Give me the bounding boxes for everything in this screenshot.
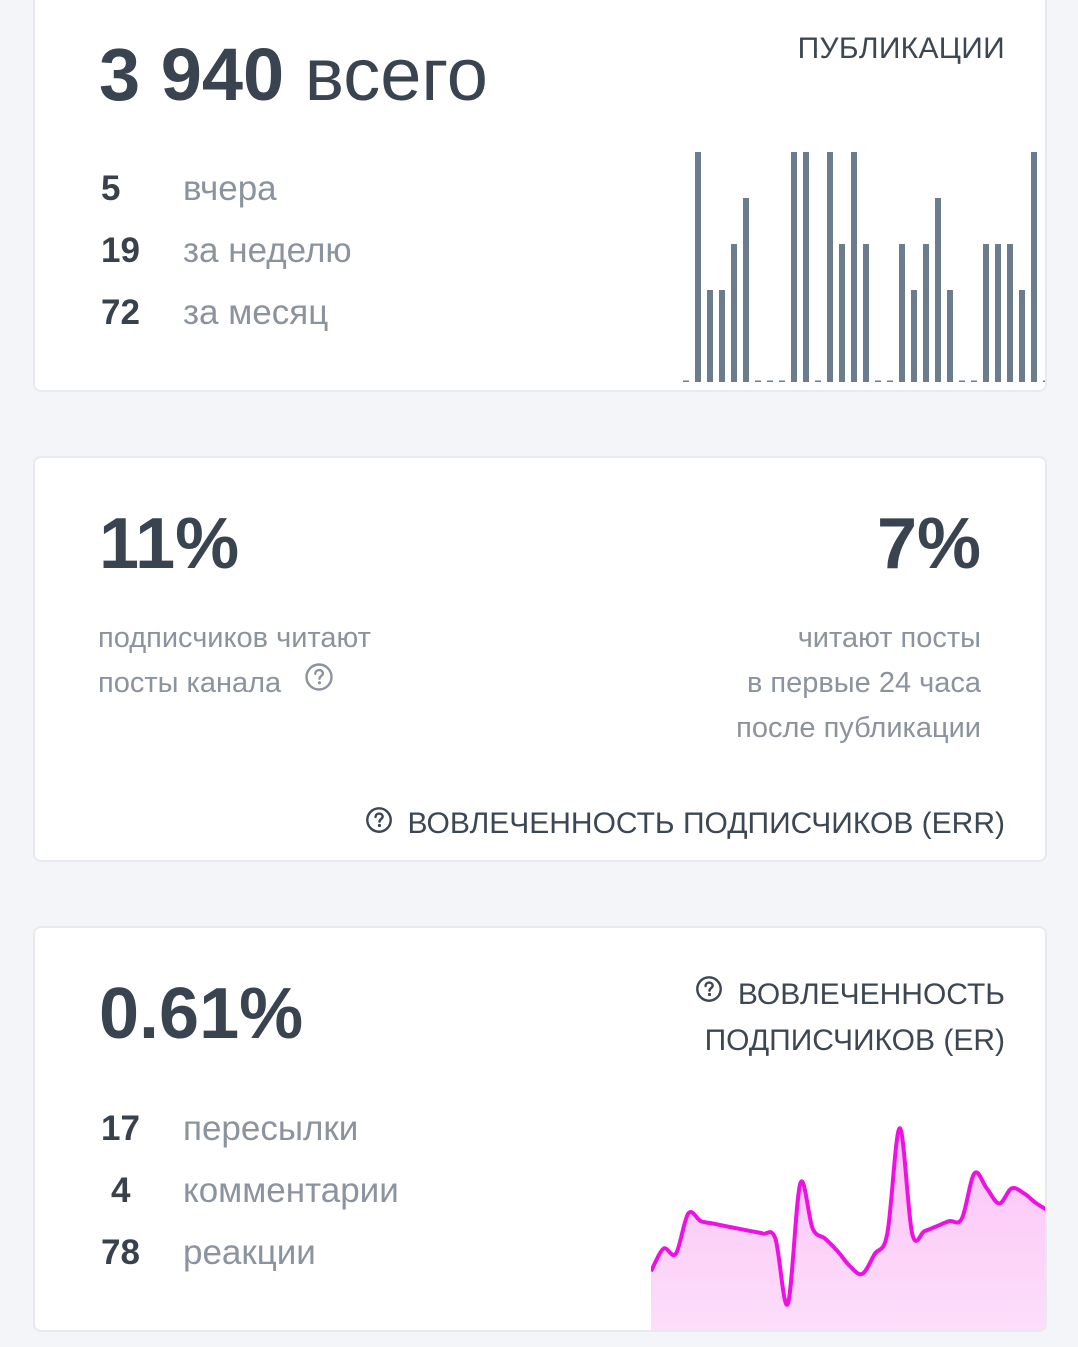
publication-bar [899, 244, 905, 382]
publication-bar [983, 244, 989, 382]
stat-label: пересылки [183, 1109, 359, 1148]
publications-total: 3 940 всего [99, 38, 488, 112]
stat-label: за неделю [183, 231, 352, 270]
publication-bar [827, 152, 833, 382]
err-right-caption-line-2: в первые 24 часа [746, 667, 981, 699]
err-left-caption-line-1: подписчиков читают [98, 622, 371, 654]
publication-bar [755, 380, 761, 382]
stat-row-reactions: 78 реакции [101, 1222, 399, 1284]
stat-num: 72 [101, 293, 140, 332]
question-circle-icon[interactable] [364, 805, 394, 843]
stat-num: 78 [101, 1233, 140, 1272]
publication-bar [743, 198, 749, 382]
stat-label: комментарии [183, 1171, 399, 1210]
publication-bar [863, 244, 869, 382]
er-value: 0.61% [99, 974, 304, 1054]
publication-bar [779, 380, 785, 382]
stat-label: вчера [183, 169, 277, 208]
publication-bar [683, 380, 689, 382]
publication-bar [791, 152, 797, 382]
stat-num: 5 [101, 169, 121, 208]
publication-bar [935, 198, 941, 382]
er-card: 0.61% ВОВЛЕЧЕННОСТЬ ПОДПИСЧИКОВ (ER) 17 … [33, 926, 1047, 1332]
stat-num: 19 [101, 231, 140, 270]
publications-card: 3 940 всего ПУБЛИКАЦИИ 5 вчера 19 за нед… [33, 0, 1047, 392]
publication-bar [1019, 290, 1025, 382]
er-area-fill [651, 1128, 1045, 1330]
publication-bar [995, 244, 1001, 382]
publication-bar [887, 380, 893, 382]
stat-label: за месяц [183, 293, 329, 332]
publications-total-unit: всего [304, 33, 488, 116]
publication-bar [719, 290, 725, 382]
publication-bar [851, 152, 857, 382]
er-title-line-1-text: ВОВЛЕЧЕННОСТЬ [737, 978, 1005, 1011]
publications-total-value: 3 940 [99, 33, 285, 116]
er-title-line-1: ВОВЛЕЧЕННОСТЬ [694, 972, 1005, 1018]
err-left-value: 11% [99, 504, 240, 584]
stat-label: реакции [183, 1233, 316, 1272]
publication-bar [875, 380, 881, 382]
err-right-caption: читают посты в первые 24 часа после публ… [736, 616, 981, 751]
publication-bar [947, 290, 953, 382]
publication-bar [839, 244, 845, 382]
publication-bar [767, 380, 773, 382]
publication-bar [1031, 152, 1037, 382]
question-circle-icon[interactable] [303, 661, 335, 707]
stat-row-comments: 4 комментарии [101, 1160, 399, 1222]
publication-bar [923, 244, 929, 382]
stat-row-yesterday: 5 вчера [101, 158, 352, 220]
publication-bar [959, 380, 965, 382]
err-right-value: 7% [876, 504, 981, 584]
publications-title: ПУБЛИКАЦИИ [797, 32, 1005, 65]
question-circle-icon[interactable] [694, 972, 724, 1018]
er-line [651, 1126, 1045, 1307]
err-footer: ВОВЛЕЧЕННОСТЬ ПОДПИСЧИКОВ (ERR) [364, 805, 1005, 843]
publication-bar [695, 152, 701, 382]
publication-bar [1007, 244, 1013, 382]
err-right-caption-line-3: после публикации [736, 712, 981, 744]
publication-bar [731, 244, 737, 382]
er-title: ВОВЛЕЧЕННОСТЬ ПОДПИСЧИКОВ (ER) [694, 972, 1005, 1064]
publication-bar [707, 290, 713, 382]
publication-bar [803, 152, 809, 382]
stat-row-week: 19 за неделю [101, 220, 352, 282]
publication-bar [971, 380, 977, 382]
stat-row-forwards: 17 пересылки [101, 1098, 399, 1160]
publication-bar [1043, 380, 1045, 382]
err-footer-label: ВОВЛЕЧЕННОСТЬ ПОДПИСЧИКОВ (ERR) [407, 807, 1005, 840]
err-card: 11% 7% подписчиков читают посты канала ч… [33, 456, 1047, 862]
er-area-chart [651, 1126, 1045, 1330]
er-title-line-2: ПОДПИСЧИКОВ (ER) [704, 1024, 1005, 1057]
err-right-caption-line-1: читают посты [797, 622, 981, 654]
er-stats: 17 пересылки 4 комментарии 78 реакции [101, 1098, 399, 1284]
publications-stats: 5 вчера 19 за неделю 72 за месяц [101, 158, 352, 344]
stat-num: 4 [111, 1171, 131, 1210]
publications-bar-chart [683, 152, 1045, 382]
err-left-caption-line-2: посты канала [98, 661, 371, 707]
publication-bar [815, 380, 821, 382]
err-left-caption: подписчиков читают посты канала [98, 616, 371, 707]
err-left-caption-line-2-text: посты канала [98, 667, 282, 699]
publication-bar [911, 290, 917, 382]
stat-row-month: 72 за месяц [101, 282, 352, 344]
stat-num: 17 [101, 1109, 140, 1148]
